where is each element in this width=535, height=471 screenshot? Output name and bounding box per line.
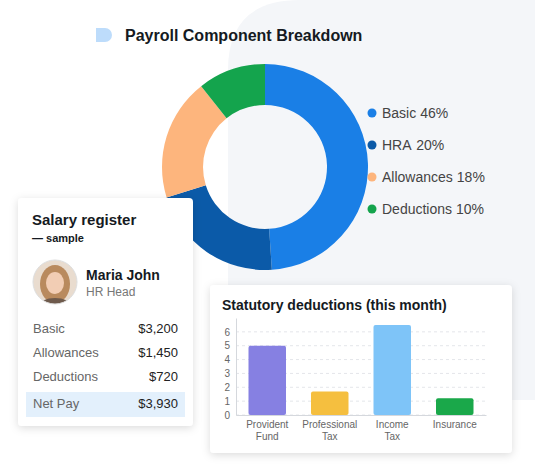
y-axis: 0 1 2 3 4 5 6: [224, 319, 236, 421]
row-label: Allowances: [33, 345, 99, 360]
card-background: [18, 198, 193, 426]
x-axis-line: [237, 415, 487, 416]
legend-swatch: [368, 109, 377, 118]
row-amount: $3,200: [138, 321, 178, 336]
row-label: Net Pay: [33, 396, 80, 411]
legend-value: 18%: [457, 169, 485, 185]
y-tick-label: 4: [224, 354, 230, 365]
legend-label: HRA: [382, 137, 412, 153]
card-subtitle: — sample: [32, 232, 84, 244]
avatar-bg: [33, 260, 77, 304]
legend-value: 46%: [420, 105, 448, 121]
legend-swatch: [368, 173, 377, 182]
row-amount: $3,930: [138, 396, 178, 411]
legend: Basic46% HRA20% Allowances18% Deductions10%: [368, 105, 485, 217]
x-tick-line: Tax: [322, 431, 338, 442]
y-tick-label: 6: [224, 327, 230, 338]
row-highlight: [26, 392, 185, 417]
legend-value: 20%: [416, 137, 444, 153]
card-title: Salary register: [32, 211, 136, 228]
grid: [236, 332, 486, 415]
avatar: [33, 260, 77, 314]
grid-line: [236, 331, 486, 332]
card-background: [210, 285, 512, 453]
legend-label: Deductions: [382, 201, 452, 217]
legend-label: Basic: [382, 105, 416, 121]
x-axis: ProvidentFundProfessionalTaxIncomeTaxIns…: [237, 415, 487, 442]
y-tick: 1: [224, 396, 236, 407]
avatar-ring: [33, 260, 77, 304]
x-tick-label: IncomeTax: [376, 419, 409, 442]
y-tick: 0: [224, 410, 236, 421]
y-tick-label: 3: [224, 368, 230, 379]
bar-card: Statutory deductions (this month) 0 1 2 3 4 5 6…: [210, 285, 512, 453]
y-tick-label: 5: [224, 340, 230, 351]
legend-label: Allowances: [382, 169, 453, 185]
employee-role: HR Head: [86, 285, 135, 299]
y-tick: 3: [224, 368, 236, 379]
row-amount: $720: [149, 369, 178, 384]
salary-card: Salary register — sample Maria John HR Head…: [18, 198, 193, 426]
bar: [436, 398, 474, 415]
x-tick-line: Tax: [384, 431, 400, 442]
avatar-hair: [40, 265, 70, 303]
chart-title: Statutory deductions (this month): [222, 297, 447, 313]
page: Payroll Component BreakdownBasic46%HRA20…: [0, 0, 535, 471]
row-label: Deductions: [33, 369, 99, 384]
x-tick: ProvidentFund: [246, 415, 288, 442]
x-tick-line: Provident: [246, 419, 288, 430]
y-tick: 6: [224, 327, 236, 338]
donut-slice: [265, 64, 368, 270]
employee-name: Maria John: [86, 267, 160, 283]
avatar-face: [46, 272, 64, 294]
bar: [311, 391, 349, 415]
x-tick-label: Insurance: [433, 419, 477, 430]
x-tick-line: Income: [376, 419, 409, 430]
chart-title: Payroll Component Breakdown: [125, 27, 362, 44]
y-tick-label: 1: [224, 396, 230, 407]
row-label: Basic: [33, 321, 65, 336]
row-amount: $1,450: [138, 345, 178, 360]
bars: [249, 325, 474, 415]
y-tick-label: 0: [224, 410, 230, 421]
x-tick: IncomeTax: [376, 415, 409, 442]
x-tick: Insurance: [433, 415, 477, 430]
legend-swatch: [368, 205, 377, 214]
x-tick-line: Professional: [302, 419, 357, 430]
x-tick-label: ProvidentFund: [246, 419, 288, 442]
y-axis-line: [236, 319, 237, 416]
x-tick: ProfessionalTax: [302, 415, 357, 442]
legend-swatch: [368, 141, 377, 150]
x-tick-line: Fund: [256, 431, 279, 442]
donut-slice: [201, 64, 265, 118]
x-tick-label: ProfessionalTax: [302, 419, 357, 442]
y-tick: 2: [224, 382, 236, 393]
y-tick-label: 2: [224, 382, 230, 393]
y-tick: 5: [224, 340, 236, 351]
legend-value: 10%: [456, 201, 484, 217]
y-tick: 4: [224, 354, 236, 365]
x-tick-line: Insurance: [433, 419, 477, 430]
bar: [249, 346, 287, 415]
bar: [374, 325, 412, 415]
title-icon: [96, 28, 112, 42]
